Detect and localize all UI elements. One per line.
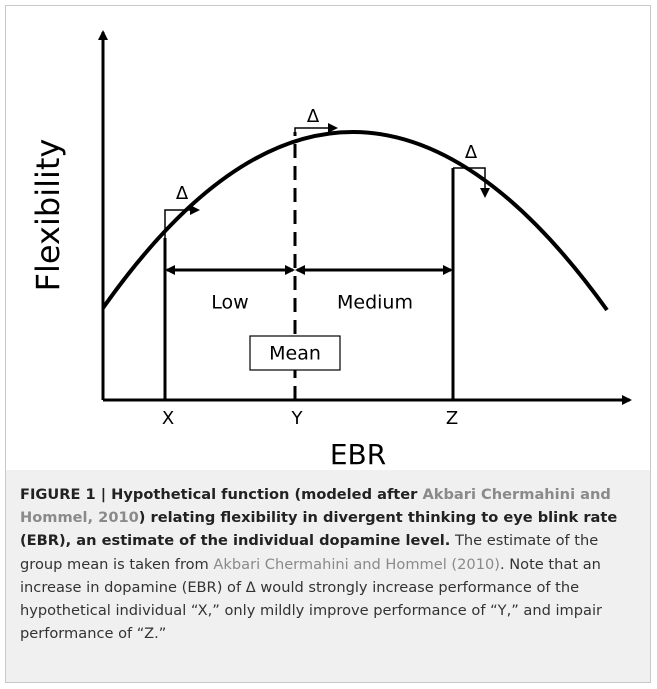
citation-link[interactable]: Akbari Chermahini and Hommel, 2010 bbox=[20, 486, 611, 527]
mean-label: Mean bbox=[269, 343, 321, 365]
region-label: Medium bbox=[337, 292, 413, 314]
mean-box bbox=[249, 335, 341, 371]
delta-arrow bbox=[164, 205, 200, 238]
region-label: Low bbox=[211, 292, 248, 314]
caption-bold: FIGURE 1 | Hypothetical function (modele… bbox=[20, 486, 617, 549]
caption-text: . Note that an increase in dopamine (EBR… bbox=[20, 555, 603, 643]
y-axis-label: Flexibility bbox=[29, 139, 67, 292]
diagram: Flexibility EBR X Y Z Δ Δ Δ Low Medium M… bbox=[29, 30, 632, 470]
figure-frame bbox=[5, 5, 651, 683]
point-label: X bbox=[162, 408, 174, 429]
caption-text: FIGURE 1 | Hypothetical function (modele… bbox=[20, 486, 423, 503]
point-label: Z bbox=[446, 408, 458, 429]
delta-arrow bbox=[294, 123, 338, 133]
citation-link[interactable]: Akbari Chermahini and Hommel (2010) bbox=[213, 555, 500, 573]
axes bbox=[98, 30, 632, 405]
delta-label: Δ bbox=[465, 142, 478, 163]
caption-text: The estimate of the group mean is taken … bbox=[20, 532, 599, 573]
point-label: Y bbox=[291, 408, 304, 429]
x-axis-label: EBR bbox=[330, 438, 386, 470]
curve bbox=[101, 130, 609, 312]
caption-text: ) relating flexibility in divergent thin… bbox=[20, 509, 618, 550]
delta-label: Δ bbox=[307, 106, 320, 127]
delta-arrow bbox=[453, 167, 490, 198]
caption: FIGURE 1 | Hypothetical function (modele… bbox=[6, 470, 650, 682]
delta-label: Δ bbox=[176, 183, 189, 204]
